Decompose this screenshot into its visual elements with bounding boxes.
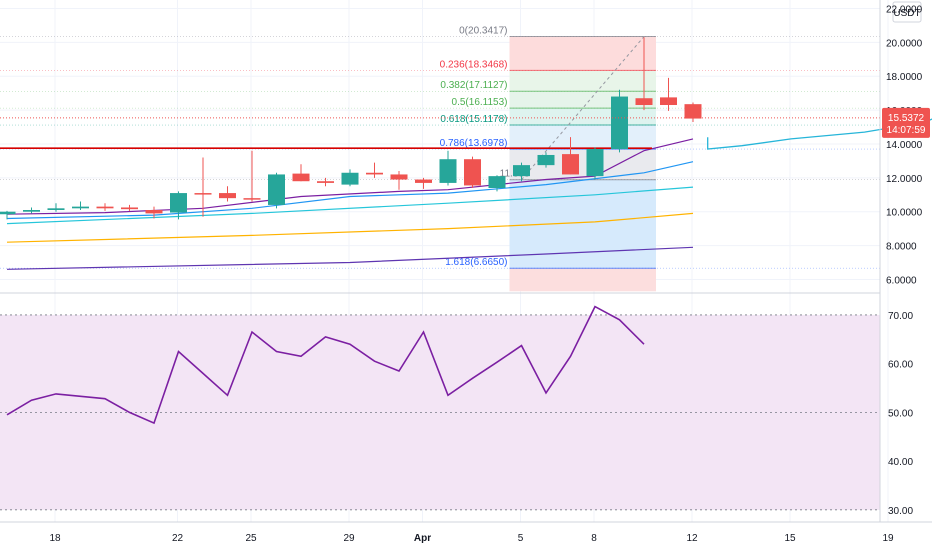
fib-zone — [509, 36, 656, 71]
candle-body — [47, 208, 65, 211]
candle-body — [415, 179, 432, 183]
candle-body — [23, 210, 40, 212]
candle-body — [292, 173, 310, 182]
candle-body — [390, 174, 408, 180]
price-tick-labels: 6.00008.000010.000012.000014.000016.0000… — [886, 4, 923, 286]
time-axis[interactable]: 18 22 25 29 Apr 5 8 12 15 19 — [0, 521, 932, 544]
candle-body — [537, 154, 555, 166]
candle-body — [0, 211, 16, 215]
price-tick-label: 14.0000 — [886, 140, 923, 151]
price-axis[interactable]: USDT 6.00008.000010.000012.000014.000016… — [879, 0, 930, 293]
fib-zone — [509, 108, 656, 126]
candle-body — [635, 98, 653, 106]
candle-body — [562, 154, 579, 175]
candlesticks — [0, 37, 880, 220]
rsi-tick-label: 60.00 — [888, 360, 913, 371]
candle-body — [145, 210, 163, 214]
fib-zone — [509, 125, 656, 150]
price-tick-label: 20.0000 — [886, 38, 923, 49]
time-tick-label: 22 — [172, 533, 184, 544]
rsi-pane[interactable] — [0, 305, 880, 511]
candle-body — [366, 172, 383, 175]
candle-body — [464, 159, 481, 186]
moving-average-line — [6, 161, 694, 220]
fib-level-label: 0.786(13.6978) — [440, 138, 508, 149]
time-tick-label: 19 — [882, 533, 894, 544]
time-tick-label: 29 — [343, 533, 355, 544]
fib-level-label: 0.618(15.1178) — [440, 114, 507, 125]
candle-body — [586, 149, 604, 177]
candle-countdown: 14:07:59 — [887, 125, 926, 136]
candle-body — [96, 206, 114, 209]
fib-zone — [509, 179, 656, 269]
candle-body — [513, 165, 530, 177]
price-tick-label: 8.0000 — [886, 242, 917, 253]
candle-body — [268, 174, 285, 205]
time-tick-label: Apr — [414, 533, 431, 544]
moving-average-line — [6, 212, 694, 243]
price-tick-label: 18.0000 — [886, 72, 923, 83]
rsi-tick-label: 70.00 — [888, 311, 913, 322]
price-tick-label: 10.0000 — [886, 208, 923, 219]
candle-body — [611, 96, 628, 150]
fib-zone — [509, 70, 656, 92]
price-tick-label: 12.0000 — [886, 174, 923, 185]
rsi-tick-label: 30.00 — [888, 506, 913, 517]
candle-body — [317, 181, 334, 183]
fib-level-label: 0(20.3417) — [459, 26, 507, 37]
rsi-tick-labels: 30.00 40.00 50.00 60.00 70.00 — [888, 311, 913, 517]
candle-body — [488, 176, 506, 188]
candle-body — [684, 104, 702, 119]
rsi-tick-label: 40.00 — [888, 457, 913, 468]
fib-zone — [509, 149, 656, 180]
rsi-line — [6, 305, 645, 425]
candle-body — [194, 193, 212, 195]
time-tick-labels: 18 22 25 29 Apr 5 8 12 15 19 — [49, 533, 894, 544]
time-tick-label: 18 — [49, 533, 61, 544]
rsi-tick-label: 50.00 — [888, 408, 913, 419]
moving-average-line — [6, 186, 694, 225]
candle-body — [341, 172, 359, 185]
price-tick-label: 6.0000 — [886, 275, 917, 286]
fib-level-label: 0.5(16.1153) — [452, 97, 508, 108]
time-tick-label: 25 — [245, 533, 257, 544]
time-tick-label: 15 — [784, 533, 796, 544]
time-tick-label: 12 — [686, 533, 698, 544]
candle-body — [72, 206, 89, 209]
fib-zone — [509, 91, 656, 109]
candle-body — [170, 193, 187, 213]
fib-level-label: 1.618(6.6650) — [445, 257, 507, 268]
fib-level-label: 0.382(17.1127) — [440, 80, 507, 91]
moving-average-line — [6, 246, 694, 270]
candle-body — [121, 207, 138, 210]
candle-body — [243, 198, 261, 200]
currency-label: USDT — [893, 8, 920, 19]
candle-body — [219, 193, 236, 199]
fibonacci-retracement[interactable]: 0(20.3417) 0.236(18.3468) 0.382(17.1127) 0.… — [0, 26, 880, 292]
price-tick-label: 22.0000 — [886, 4, 923, 15]
rsi-axis[interactable]: 30.00 40.00 50.00 60.00 70.00 — [879, 293, 913, 522]
time-tick-label: 5 — [518, 533, 524, 544]
candle-body — [439, 159, 457, 183]
time-tick-label: 8 — [591, 533, 597, 544]
last-price-label: 15.5372 14:07:59 — [882, 107, 930, 138]
price-pane[interactable]: 0(20.3417) 0.236(18.3468) 0.382(17.1127) 0.… — [0, 0, 932, 522]
candle-body — [660, 97, 677, 106]
fib-zone — [509, 268, 656, 292]
currency-badge[interactable] — [892, 1, 922, 23]
last-price-value: 15.5372 — [888, 113, 925, 124]
fib-level-label: 0.236(18.3468) — [440, 59, 508, 70]
